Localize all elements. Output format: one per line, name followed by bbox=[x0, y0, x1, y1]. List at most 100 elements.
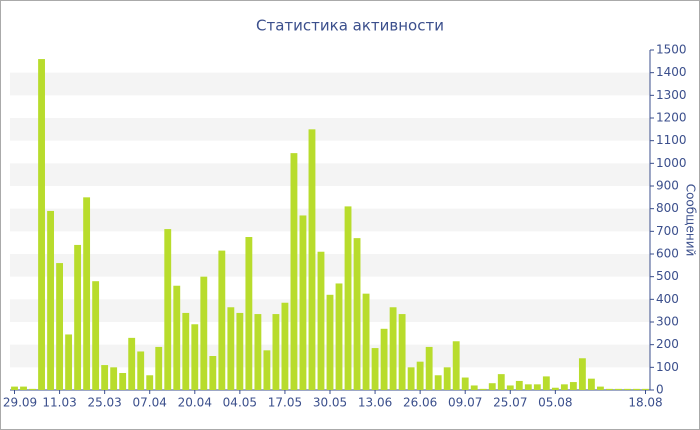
y-tick-label: 1200 bbox=[656, 111, 687, 125]
bar bbox=[569, 382, 577, 390]
y-tick-label: 800 bbox=[656, 201, 679, 215]
bar bbox=[380, 328, 388, 390]
bar bbox=[83, 197, 91, 390]
bar bbox=[245, 237, 253, 390]
y-tick-label: 900 bbox=[656, 179, 679, 193]
x-tick-label: 20.04 bbox=[178, 396, 212, 410]
grid-band bbox=[10, 72, 650, 96]
bar bbox=[452, 341, 460, 390]
bar bbox=[164, 229, 172, 390]
y-tick-label: 1300 bbox=[656, 88, 687, 102]
x-tick-label: 25.07 bbox=[493, 396, 527, 410]
grid-band bbox=[10, 118, 650, 141]
bar bbox=[587, 378, 595, 390]
x-tick-label: 07.04 bbox=[133, 396, 167, 410]
bar bbox=[461, 377, 469, 390]
x-tick-label: 29.09 bbox=[3, 396, 37, 410]
y-tick-label: 100 bbox=[656, 360, 679, 374]
bar bbox=[173, 285, 181, 390]
bar bbox=[551, 387, 559, 390]
grid-band bbox=[10, 208, 650, 232]
grid-band bbox=[10, 254, 650, 277]
bar bbox=[47, 210, 54, 390]
bar bbox=[110, 367, 118, 390]
y-axis-label: Сообщений bbox=[684, 184, 698, 257]
y-tick-label: 300 bbox=[656, 315, 679, 329]
bar bbox=[290, 153, 298, 390]
bar bbox=[137, 351, 145, 390]
bar bbox=[606, 388, 613, 390]
bar bbox=[236, 312, 244, 390]
bar bbox=[20, 386, 27, 390]
y-tick-label: 1000 bbox=[656, 156, 687, 170]
bar bbox=[191, 324, 199, 390]
x-tick-label: 26.06 bbox=[403, 396, 437, 410]
bar bbox=[38, 59, 45, 391]
bar bbox=[344, 206, 352, 390]
bar bbox=[299, 215, 307, 390]
bar bbox=[542, 376, 550, 390]
bar bbox=[119, 373, 127, 390]
bar bbox=[398, 314, 406, 390]
y-tick-label: 1100 bbox=[656, 133, 687, 147]
y-tick-label: 200 bbox=[656, 337, 679, 351]
bar bbox=[479, 388, 487, 390]
bar bbox=[407, 367, 415, 390]
bar bbox=[506, 385, 514, 390]
bar bbox=[56, 263, 64, 390]
bar bbox=[353, 238, 361, 390]
y-tick-label: 0 bbox=[656, 383, 664, 397]
bar bbox=[425, 346, 433, 390]
bar bbox=[488, 383, 496, 390]
y-tick-label: 600 bbox=[656, 247, 679, 261]
x-tick-label: 18.08 bbox=[628, 396, 662, 410]
bar bbox=[146, 375, 154, 390]
bar bbox=[200, 276, 208, 390]
bar bbox=[263, 350, 271, 390]
bar bbox=[326, 294, 334, 390]
bar bbox=[362, 293, 370, 390]
bar bbox=[434, 375, 442, 390]
y-tick-label: 700 bbox=[656, 224, 679, 238]
bar bbox=[560, 384, 568, 390]
bar bbox=[128, 337, 136, 390]
bar bbox=[308, 129, 316, 391]
x-tick-label: 25.03 bbox=[87, 396, 121, 410]
bar bbox=[515, 380, 523, 390]
bar bbox=[11, 386, 18, 390]
y-tick-label: 1400 bbox=[656, 65, 687, 79]
bar bbox=[335, 283, 343, 390]
bar bbox=[642, 388, 649, 390]
y-tick-label: 500 bbox=[656, 269, 679, 283]
bar bbox=[416, 361, 424, 390]
bar bbox=[155, 346, 163, 390]
bar bbox=[624, 388, 631, 390]
bar bbox=[272, 314, 280, 390]
bar bbox=[209, 356, 217, 390]
chart-title: Статистика активности bbox=[256, 17, 444, 35]
bar bbox=[254, 314, 262, 390]
bar bbox=[443, 367, 451, 390]
bar bbox=[389, 307, 397, 390]
x-tick-label: 17.05 bbox=[268, 396, 302, 410]
grid-band bbox=[10, 163, 650, 186]
bar bbox=[497, 374, 505, 390]
y-tick-label: 1500 bbox=[656, 43, 687, 57]
bar bbox=[371, 348, 379, 390]
bar bbox=[470, 385, 478, 390]
bar bbox=[317, 251, 325, 390]
bar bbox=[524, 384, 532, 390]
x-tick-label: 11.03 bbox=[42, 396, 76, 410]
bar bbox=[218, 250, 226, 390]
bar bbox=[65, 334, 73, 390]
bar bbox=[596, 386, 604, 390]
bar bbox=[227, 307, 235, 390]
bar bbox=[101, 365, 109, 390]
x-tick-label: 09.07 bbox=[448, 396, 482, 410]
x-tick-label: 04.05 bbox=[223, 396, 257, 410]
x-tick-label: 30.05 bbox=[313, 396, 347, 410]
bar bbox=[92, 281, 100, 390]
bar bbox=[182, 312, 190, 390]
bar bbox=[281, 302, 289, 390]
